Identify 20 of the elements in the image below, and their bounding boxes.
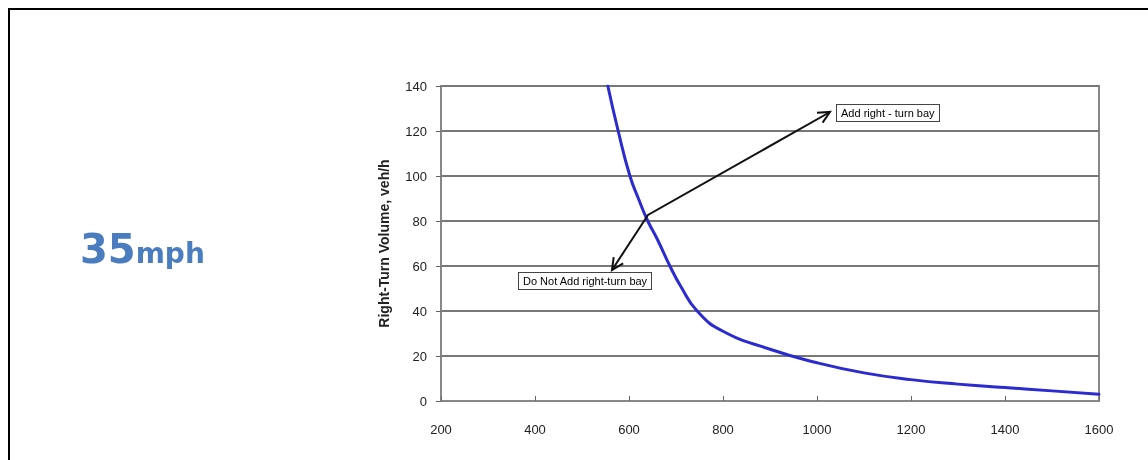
annotation: Add right - turn bay xyxy=(836,104,940,122)
x-tick-label: 1000 xyxy=(802,422,832,437)
x-tick-label: 200 xyxy=(430,422,452,437)
annotation: Do Not Add right-turn bay xyxy=(518,272,653,290)
y-tick-label: 60 xyxy=(412,258,427,274)
y-tick-label: 120 xyxy=(405,123,427,139)
x-tick-label: 600 xyxy=(618,422,640,437)
y-tick-label: 140 xyxy=(405,78,427,94)
x-tick-label: 1400 xyxy=(990,422,1020,437)
y-tick-label: 40 xyxy=(412,303,427,319)
y-tick-label: 0 xyxy=(419,393,427,409)
x-tick-label: 800 xyxy=(712,422,734,437)
x-tick-label: 400 xyxy=(524,422,546,437)
y-tick-label: 80 xyxy=(412,213,427,229)
y-tick-label: 100 xyxy=(405,168,427,184)
text: 35mph xyxy=(80,226,205,272)
x-tick-label: 1600 xyxy=(1084,422,1114,437)
y-axis-title: Right-Turn Volume, veh/h xyxy=(376,159,392,328)
x-tick-label: 1200 xyxy=(896,422,926,437)
y-tick-label: 20 xyxy=(412,348,427,364)
